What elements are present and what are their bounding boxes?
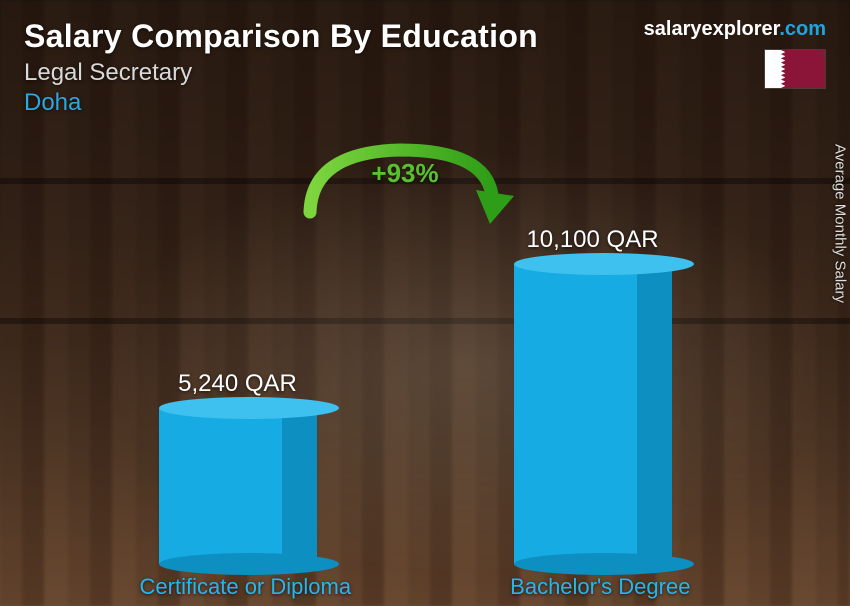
bar-group: 5,240 QAR [159, 370, 317, 564]
bar [514, 264, 672, 564]
location-label: Doha [24, 89, 538, 117]
brand-tld: .com [779, 18, 826, 40]
flag-hoist [765, 50, 785, 88]
brand-logo: salaryexplorer.com [644, 18, 826, 41]
y-axis-label: Average Monthly Salary [832, 144, 849, 303]
increase-percent: +93% [371, 158, 438, 189]
chart-area: +93% 5,240 QAR 10,100 QAR Certificate or … [0, 140, 850, 606]
category-label: Certificate or Diploma [140, 574, 352, 600]
bar-value-label: 10,100 QAR [526, 226, 658, 254]
job-title: Legal Secretary [24, 59, 538, 87]
bar-top-cap [159, 397, 339, 419]
header: Salary Comparison By Education Legal Sec… [0, 0, 850, 117]
bar-front-face [514, 264, 672, 564]
increase-indicator: +93% [290, 140, 520, 220]
bar [159, 408, 317, 564]
bar-group: 10,100 QAR [514, 226, 672, 564]
bars-container: 5,240 QAR 10,100 QAR [60, 200, 770, 564]
bar-top-cap [514, 253, 694, 275]
bar-front-face [159, 408, 317, 564]
country-flag-qatar [764, 49, 826, 89]
brand-block: salaryexplorer.com [644, 18, 826, 89]
bar-bottom-cap [514, 553, 694, 575]
bar-bottom-cap [159, 553, 339, 575]
page-title: Salary Comparison By Education [24, 18, 538, 55]
brand-name: salaryexplorer [644, 18, 780, 40]
x-axis-labels: Certificate or Diploma Bachelor's Degree [60, 574, 770, 600]
category-label: Bachelor's Degree [510, 574, 690, 600]
title-block: Salary Comparison By Education Legal Sec… [24, 18, 538, 117]
bar-value-label: 5,240 QAR [178, 370, 297, 398]
